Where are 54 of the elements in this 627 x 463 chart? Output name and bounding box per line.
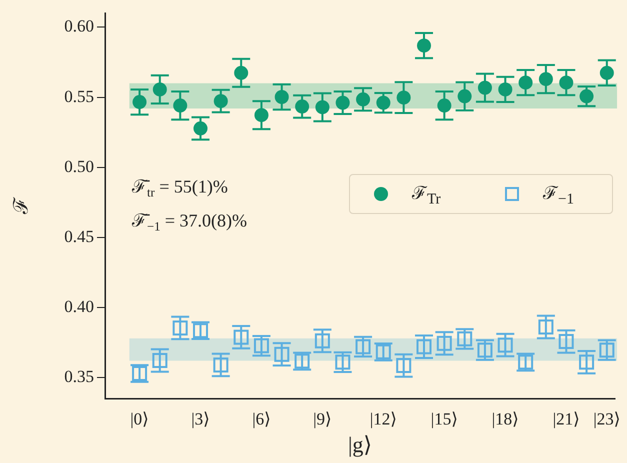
point	[498, 82, 512, 96]
point	[295, 100, 310, 114]
point	[172, 320, 188, 336]
point	[274, 346, 290, 362]
point	[478, 80, 492, 95]
point	[458, 89, 472, 104]
point	[396, 90, 411, 105]
point	[558, 334, 574, 350]
point	[437, 98, 452, 113]
x-tick-label: |12⟩	[370, 409, 397, 428]
point	[173, 98, 188, 113]
point	[559, 76, 574, 90]
x-tick-label: |3⟩	[191, 409, 210, 428]
point	[436, 336, 452, 351]
point	[417, 38, 432, 53]
point	[336, 96, 350, 110]
point	[538, 319, 554, 334]
point	[152, 82, 167, 96]
point	[538, 72, 553, 86]
point	[234, 66, 248, 80]
point	[214, 94, 228, 108]
x-tick-label: |18⟩	[492, 409, 519, 428]
point	[152, 352, 168, 368]
legend-label: ℱ$_{Tr}$	[412, 182, 441, 208]
x-tick-label: |6⟩	[252, 409, 271, 428]
point	[396, 358, 412, 374]
point	[132, 95, 147, 110]
point	[356, 92, 370, 106]
y-tick-label: 0.45	[64, 226, 94, 246]
x-tick-label: |21⟩	[552, 409, 580, 428]
x-tick-label: |9⟩	[313, 409, 332, 428]
y-axis-title: ℱ	[10, 196, 32, 215]
x-axis-title: |g⟩	[348, 432, 372, 457]
point	[518, 76, 533, 90]
x-tick-label: |23⟩	[593, 409, 620, 428]
point	[315, 100, 330, 114]
point	[274, 90, 289, 104]
y-tick-label: 0.35	[64, 367, 94, 386]
x-tick-label: |0⟩	[130, 409, 149, 428]
point	[213, 357, 228, 372]
x-tick-label: |15⟩	[430, 409, 458, 428]
point	[498, 338, 513, 353]
y-tick-label: 0.40	[64, 296, 94, 316]
y-tick-label: 0.50	[64, 156, 94, 176]
point	[579, 354, 594, 370]
legend-label: ℱ$_{−1}$	[543, 182, 574, 208]
point	[314, 333, 330, 348]
y-tick-label: 0.55	[64, 86, 94, 106]
point	[194, 121, 208, 136]
point	[234, 330, 249, 345]
point	[600, 66, 614, 80]
point	[416, 339, 432, 354]
y-tick-label: 0.60	[64, 16, 94, 36]
point	[254, 108, 268, 122]
